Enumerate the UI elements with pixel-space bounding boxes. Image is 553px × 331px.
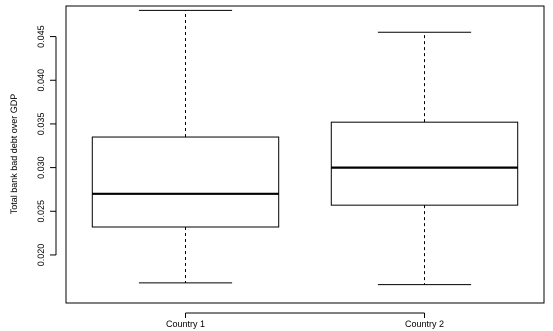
y-tick-label: 0.030 [36,156,46,179]
box-iqr [330,121,519,206]
y-tick-label: 0.040 [36,69,46,92]
x-axis: Country 1 Country 2 [166,312,444,329]
box-iqr [91,136,280,228]
y-tick-label: 0.020 [36,244,46,267]
y-axis: 0.020 0.025 0.030 0.035 0.040 0.045 [36,25,57,267]
y-tick-label: 0.025 [36,200,46,223]
y-tick-label: 0.045 [36,25,46,48]
plot-frame [65,5,545,304]
x-tick-label: Country 1 [166,319,205,329]
boxes [91,9,519,286]
y-tick-label: 0.035 [36,113,46,136]
x-tick-label: Country 2 [405,319,444,329]
y-axis-title: Total bank bad debt over GDP [9,94,19,215]
